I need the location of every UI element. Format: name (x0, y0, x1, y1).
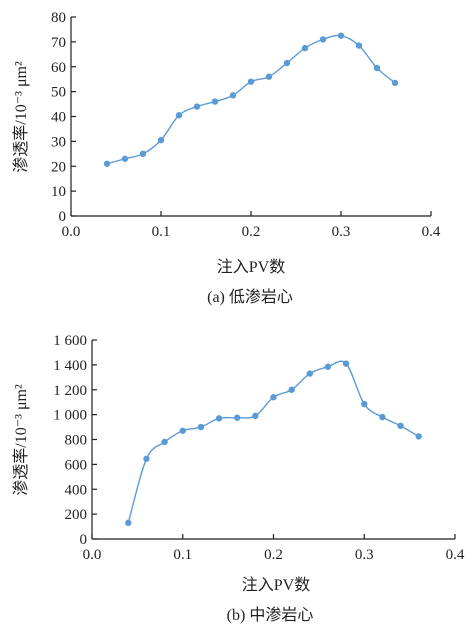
chart-caption: (b) 中渗岩心 (227, 606, 314, 624)
data-point (355, 42, 363, 49)
data-point (125, 519, 132, 527)
y-tick-label: 70 (51, 35, 66, 51)
x-tick-label: 0.0 (62, 224, 81, 240)
y-tick-label: 800 (65, 433, 88, 449)
data-point (306, 370, 313, 377)
data-point (143, 455, 150, 462)
data-point (361, 400, 368, 408)
data-point (215, 415, 223, 422)
series-line (127, 360, 420, 524)
data-point (373, 64, 381, 72)
data-point (211, 98, 219, 105)
x-tick-label: 0.0 (83, 547, 102, 563)
x-tick-label: 0.3 (332, 224, 351, 240)
data-points (125, 360, 422, 527)
data-point (342, 360, 350, 367)
data-point (319, 36, 327, 43)
x-tick-label: 0.4 (446, 547, 465, 563)
data-point (139, 150, 147, 158)
x-tick-label: 0.2 (242, 224, 261, 240)
x-tick-label: 0.1 (173, 547, 192, 563)
y-tick-label: 60 (51, 60, 66, 76)
y-axis-label: 渗透率/10⁻³ μm² (12, 61, 30, 173)
data-point (337, 32, 345, 39)
axes (70, 16, 432, 217)
data-point (391, 79, 399, 87)
y-tick-label: 30 (51, 134, 66, 150)
data-point (301, 44, 309, 52)
x-tick-label: 0.1 (152, 224, 171, 240)
data-point (179, 427, 186, 434)
y-tick-label: 10 (51, 184, 66, 200)
xtick-labels: 0.0 0.1 0.2 0.3 0.4 (83, 547, 465, 563)
y-tick-label: 1 600 (53, 333, 87, 349)
y-tick-label: 400 (65, 482, 88, 498)
x-tick-label: 0.4 (422, 224, 441, 240)
y-tick-label: 1 400 (53, 358, 87, 374)
x-tick-label: 0.3 (355, 547, 374, 563)
x-tick-label: 0.2 (264, 547, 283, 563)
data-point (415, 433, 422, 440)
data-point (252, 412, 259, 420)
data-point (234, 414, 241, 421)
y-tick-label: 1 200 (53, 383, 87, 399)
data-point (197, 423, 205, 431)
y-tick-label: 80 (51, 10, 66, 26)
data-point (103, 160, 111, 167)
data-point (175, 112, 183, 119)
data-points (103, 32, 399, 167)
data-point (379, 413, 386, 421)
data-point (397, 422, 404, 430)
y-tick-label: 600 (65, 457, 88, 473)
ytick-labels: 0 200 400 600 800 1 000 1 200 1 400 1 600 (53, 333, 87, 548)
y-tick-label: 0 (59, 209, 67, 225)
x-axis-label: 注入PV数 (217, 258, 285, 276)
data-point (157, 136, 165, 144)
data-point (229, 92, 237, 99)
series-line (106, 34, 396, 165)
y-tick-label: 40 (51, 110, 66, 126)
x-axis-label: 注入PV数 (242, 576, 310, 594)
chart-medium-permeability: 0 200 400 600 800 1 000 1 200 1 400 1 600 0.0 0.1… (12, 333, 465, 624)
y-tick-label: 50 (51, 85, 66, 101)
ytick-labels: 0 10 20 30 40 50 60 70 80 (51, 10, 66, 225)
y-tick-label: 0 (80, 532, 88, 548)
data-point (283, 59, 291, 67)
y-tick-label: 20 (51, 159, 66, 175)
data-point (265, 73, 273, 80)
y-tick-label: 1 000 (53, 408, 87, 424)
chart-caption: (a) 低渗岩心 (207, 288, 293, 306)
axes (91, 339, 456, 540)
data-point (324, 363, 332, 370)
data-point (247, 78, 255, 85)
data-point (288, 386, 295, 393)
data-point (193, 103, 201, 110)
data-point (161, 438, 168, 446)
data-point (121, 155, 129, 162)
y-axis-label: 渗透率/10⁻³ μm² (12, 384, 30, 496)
data-point (270, 394, 277, 401)
y-tick-label: 200 (65, 507, 88, 523)
xtick-labels: 0.0 0.1 0.2 0.3 0.4 (62, 224, 441, 240)
